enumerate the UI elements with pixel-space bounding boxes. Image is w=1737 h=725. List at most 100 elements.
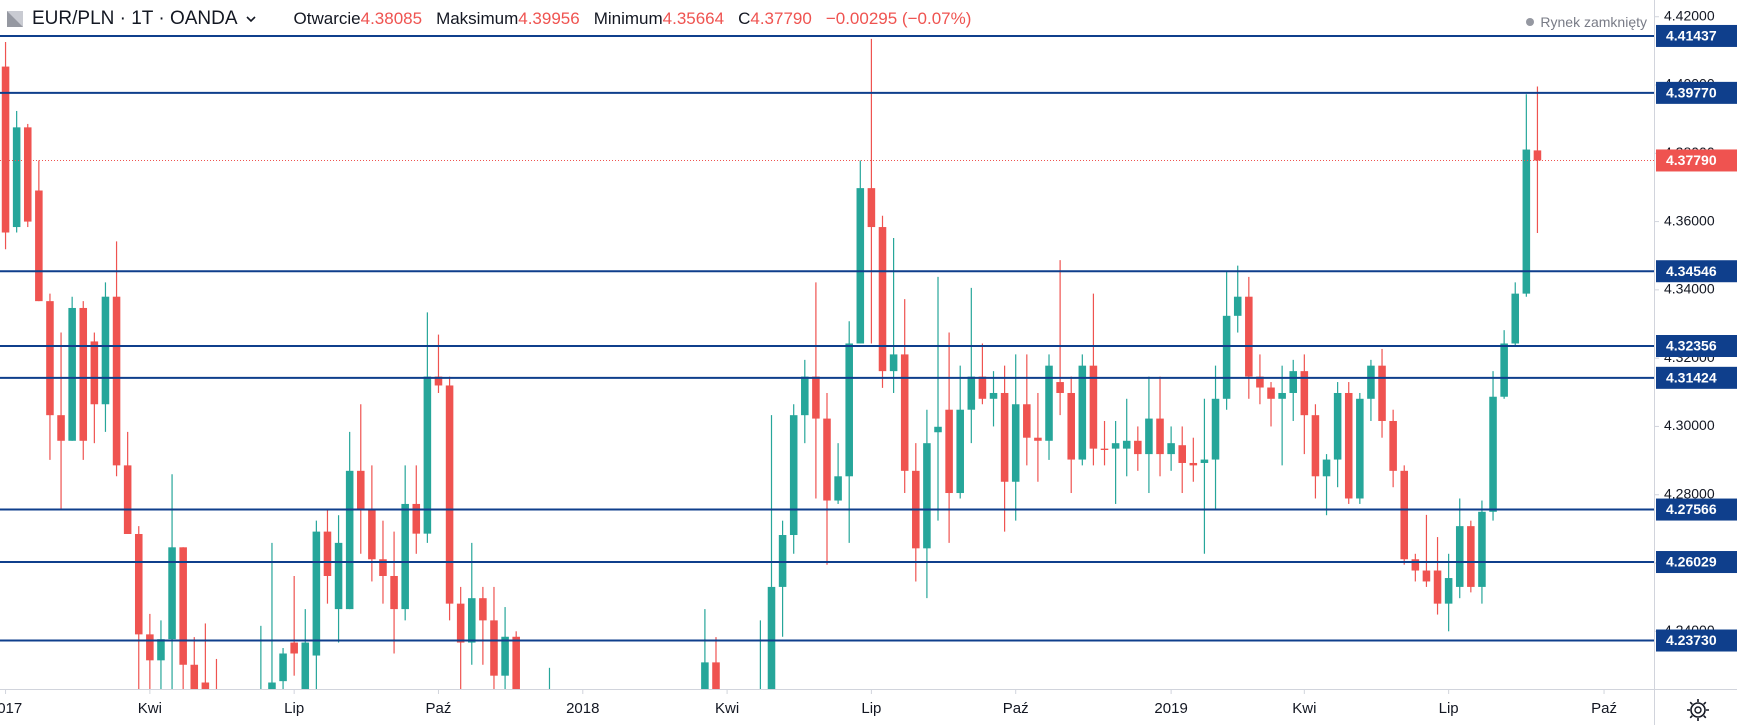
symbol-dropdown[interactable] xyxy=(244,12,258,26)
candle-body xyxy=(845,343,853,477)
candle-body xyxy=(1400,470,1409,560)
candle-body xyxy=(46,301,54,416)
candle-body xyxy=(889,354,898,372)
ohlc-item: Maksimum4.39956 xyxy=(436,9,580,29)
x-tick-label: 2018 xyxy=(566,700,599,717)
candle-body xyxy=(345,470,354,610)
candle-body xyxy=(1444,578,1453,604)
candle-body xyxy=(878,227,887,372)
candle-body xyxy=(356,470,365,510)
candle-body xyxy=(1267,387,1275,399)
candle-body xyxy=(1433,570,1442,604)
change: −0.00295 (−0.07%) xyxy=(825,9,972,28)
ohlc-name: Maksimum xyxy=(436,9,519,28)
candle-body xyxy=(1056,382,1064,393)
candle-body xyxy=(512,636,520,689)
candle-body xyxy=(68,307,76,441)
candle-body xyxy=(1467,526,1475,587)
candle-body xyxy=(1122,440,1131,449)
candle-body xyxy=(1333,392,1342,460)
candle-body xyxy=(134,533,143,635)
candle-body xyxy=(1111,443,1120,449)
x-tick-label: 2019 xyxy=(1154,700,1187,717)
ohlc-name: Minimum xyxy=(593,9,663,28)
candle-body xyxy=(1489,396,1497,512)
candle-body xyxy=(1089,365,1098,449)
candle-body xyxy=(445,385,454,604)
candle-body xyxy=(179,547,187,665)
last-price-box xyxy=(1656,149,1737,172)
candle-body xyxy=(190,664,199,689)
candle-body xyxy=(90,341,99,405)
candle-body xyxy=(1422,570,1431,582)
x-tick-label: Lip xyxy=(1439,700,1459,717)
candle-body xyxy=(712,662,720,689)
candle-body xyxy=(479,598,487,621)
candle-body xyxy=(1222,315,1231,399)
last-price-label: 4.37790 xyxy=(1666,152,1717,168)
settings-icon[interactable] xyxy=(1687,699,1709,721)
x-tick-label: 2017 xyxy=(0,700,22,717)
x-tick-label: Lip xyxy=(284,700,304,717)
candle-body xyxy=(79,307,88,441)
candle-body xyxy=(978,376,987,399)
candle-body xyxy=(1522,149,1531,294)
market-status: Rynek zamknięty xyxy=(1526,14,1647,30)
ohlc-item: Otwarcie4.38085 xyxy=(294,9,423,29)
y-tick-label: 4.36000 xyxy=(1664,212,1715,228)
candle-body xyxy=(1200,459,1209,463)
candle-body xyxy=(456,603,465,643)
candle-body xyxy=(101,296,110,405)
candle-body xyxy=(1500,343,1508,397)
candle-body xyxy=(168,547,176,640)
candle-body xyxy=(301,642,310,689)
candle-body xyxy=(1511,293,1520,344)
candle-body xyxy=(1256,376,1264,388)
candle-body xyxy=(1189,462,1198,466)
candle-body xyxy=(412,503,421,534)
candle-body xyxy=(23,127,32,222)
y-tick-label: 4.28000 xyxy=(1664,485,1715,501)
candle-body xyxy=(1455,526,1464,587)
y-tick-label: 4.42000 xyxy=(1664,7,1715,23)
level-label: 4.39770 xyxy=(1666,85,1717,101)
candle-body xyxy=(1211,398,1220,460)
candle-body xyxy=(1167,443,1175,455)
y-tick-label: 4.34000 xyxy=(1664,281,1715,297)
candle-body xyxy=(279,653,287,682)
candle-body xyxy=(112,296,121,466)
candle-body xyxy=(967,376,976,410)
candle-body xyxy=(146,634,154,661)
ohlc-name: C xyxy=(738,9,751,28)
candle-body xyxy=(201,682,210,689)
candle-body xyxy=(989,392,998,399)
level-label: 4.26029 xyxy=(1666,554,1717,570)
level-box xyxy=(1656,629,1737,652)
candle-body xyxy=(789,415,798,536)
candle-body xyxy=(856,188,865,344)
candle-body xyxy=(1023,404,1031,438)
level-label: 4.34546 xyxy=(1666,263,1717,279)
candle-body xyxy=(1389,420,1397,471)
candle-body xyxy=(290,642,298,654)
candle-body xyxy=(701,662,709,689)
symbol[interactable]: EUR/PLN · 1T · OANDA xyxy=(32,8,238,29)
status-dot xyxy=(1526,18,1535,26)
candle-body xyxy=(823,418,831,501)
candle-body xyxy=(379,559,387,576)
candle-body xyxy=(368,509,376,560)
candle-body xyxy=(490,620,498,676)
x-tick-label: Kwi xyxy=(1292,700,1316,717)
candle-body xyxy=(778,535,787,587)
candle-body xyxy=(1156,418,1164,455)
candle-body xyxy=(57,415,65,441)
candle-body xyxy=(900,354,909,471)
candle-body xyxy=(1011,404,1020,482)
candle-body xyxy=(1344,392,1353,499)
candle-body xyxy=(1067,392,1075,460)
candle-body xyxy=(401,503,409,610)
level-box xyxy=(1656,81,1737,104)
level-label: 4.27566 xyxy=(1666,501,1717,517)
